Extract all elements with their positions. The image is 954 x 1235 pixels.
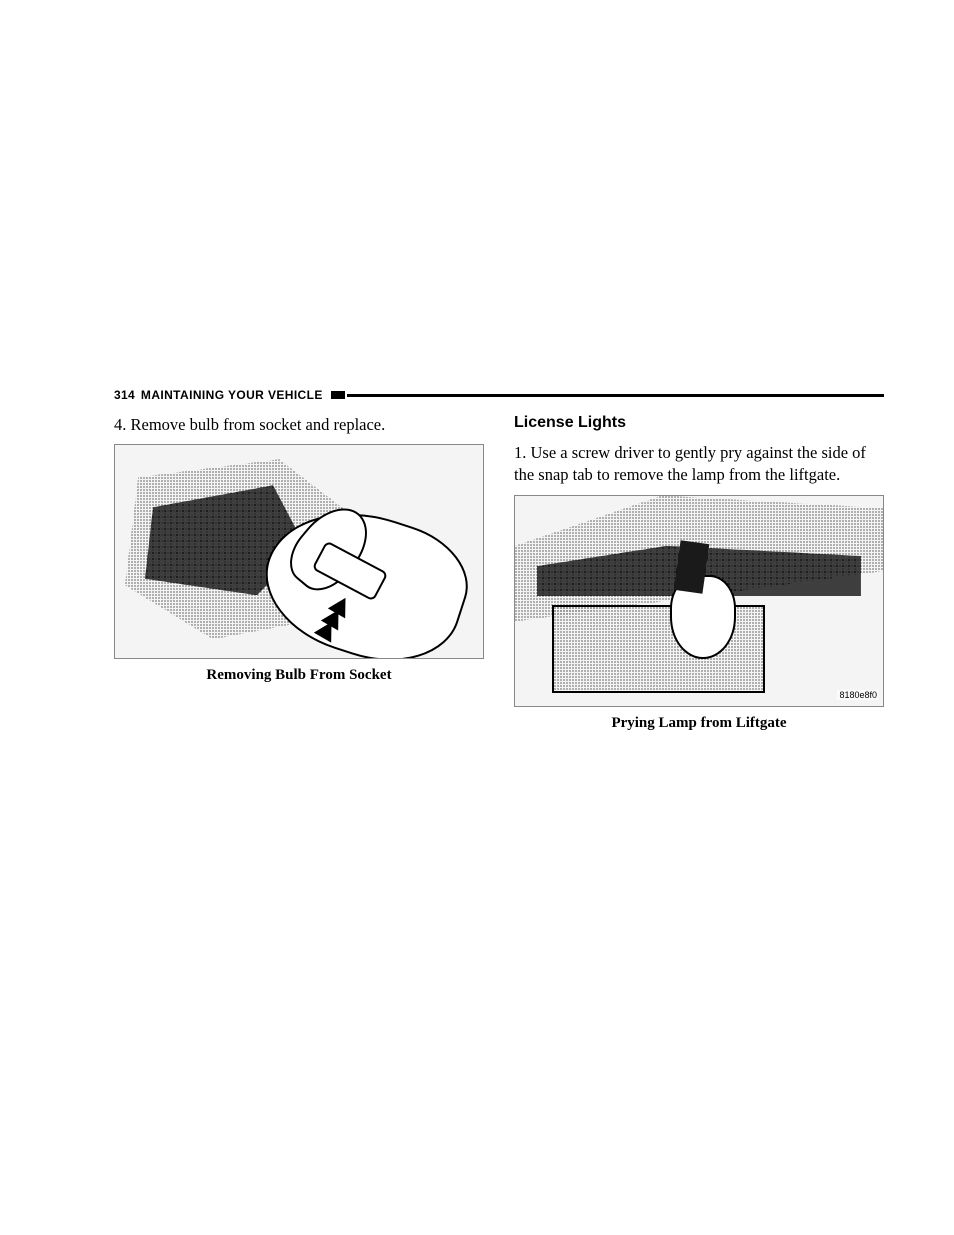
page-number: 314 [114,388,135,402]
figure-pry-lamp: 8180e8f0 Prying Lamp from Liftgate [514,495,884,732]
header-rule-block [331,391,345,399]
left-column: 4. Remove bulb from socket and replace. … [114,414,484,732]
figure-pry-lamp-caption: Prying Lamp from Liftgate [514,715,884,732]
license-lights-heading: License Lights [514,414,884,432]
page-header: 314 MAINTAINING YOUR VEHICLE [114,388,884,402]
figure-remove-bulb: 8180e6f9 Removing Bulb From Socket [114,444,484,684]
manual-page: 314 MAINTAINING YOUR VEHICLE 4. Remove b… [114,388,884,732]
header-rule-line [347,394,884,397]
content-columns: 4. Remove bulb from socket and replace. … [114,414,884,732]
figure-remove-bulb-caption: Removing Bulb From Socket [114,667,484,684]
step-4-text: 4. Remove bulb from socket and replace. [114,414,484,436]
figure-pry-lamp-image: 8180e8f0 [514,495,884,707]
right-column: License Lights 1. Use a screw driver to … [514,414,884,732]
section-title: MAINTAINING YOUR VEHICLE [141,388,323,402]
figure-code: 8180e8f0 [837,690,879,700]
figure-remove-bulb-image: 8180e6f9 [114,444,484,659]
step-1-text: 1. Use a screw driver to gently pry agai… [514,442,884,487]
